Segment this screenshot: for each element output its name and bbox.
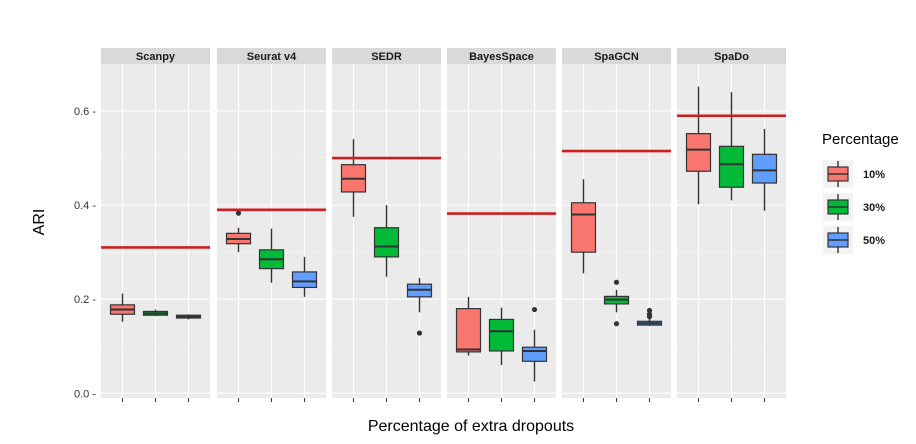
box-10pct bbox=[109, 293, 136, 322]
box-30pct bbox=[142, 309, 169, 317]
legend-key-30pct bbox=[823, 193, 853, 221]
outlier-point bbox=[646, 314, 653, 320]
facet-panel-spagcn: SpaGCN bbox=[562, 48, 671, 402]
legend-label: 10% bbox=[863, 169, 885, 181]
outlier-point bbox=[531, 306, 538, 313]
y-axis-title: ARI bbox=[31, 209, 48, 236]
legend: Percentage 10% 30% 50% bbox=[822, 131, 899, 254]
box-body bbox=[488, 318, 515, 352]
y-tick-label: 0.4 - bbox=[74, 200, 96, 212]
y-axis: 0.0 - 0.2 - 0.4 - 0.6 - bbox=[74, 106, 96, 400]
facet-strip bbox=[217, 48, 326, 64]
box-30pct bbox=[718, 92, 745, 201]
outlier-point bbox=[235, 210, 242, 216]
x-axis-title: Percentage of extra dropouts bbox=[368, 418, 574, 435]
box-30pct bbox=[373, 205, 400, 277]
y-tick-label: 0.6 - bbox=[74, 106, 96, 118]
box-body bbox=[373, 227, 400, 258]
box-body bbox=[291, 271, 318, 289]
legend-label: 50% bbox=[863, 235, 885, 247]
box-body bbox=[521, 346, 548, 362]
box-30pct bbox=[603, 279, 630, 327]
facet-strip bbox=[101, 48, 210, 64]
facet-strip-label: BayesSpace bbox=[469, 51, 534, 63]
outlier-point bbox=[416, 330, 423, 336]
box-50pct bbox=[636, 307, 663, 327]
box-50pct bbox=[521, 306, 548, 382]
outlier-point bbox=[613, 279, 620, 285]
legend-key-50pct bbox=[823, 226, 853, 254]
facet-strip-label: SpaGCN bbox=[594, 51, 639, 63]
facet-strip bbox=[677, 48, 786, 64]
facet-strip-label: Seurat v4 bbox=[247, 51, 297, 63]
box-30pct bbox=[488, 307, 515, 366]
box-10pct bbox=[340, 139, 367, 217]
box-50pct bbox=[406, 278, 433, 336]
box-50pct bbox=[291, 256, 318, 297]
outlier-point bbox=[613, 321, 620, 327]
legend-key-10pct bbox=[823, 160, 853, 188]
facet-panel-spado: SpaDo bbox=[677, 48, 786, 402]
box-30pct bbox=[258, 228, 285, 283]
box-10pct bbox=[225, 210, 252, 253]
box-body bbox=[751, 153, 778, 184]
facet-panels: Scanpy Seurat v4 SEDR BayesSpace SpaGCN SpaDo bbox=[101, 48, 786, 402]
box-10pct bbox=[685, 86, 712, 205]
box-50pct bbox=[175, 314, 202, 320]
box-50pct bbox=[751, 128, 778, 211]
facet-panel-scanpy: Scanpy bbox=[101, 48, 210, 402]
outlier-point bbox=[646, 307, 653, 314]
box-body bbox=[685, 133, 712, 172]
legend-title: Percentage bbox=[822, 131, 899, 148]
box-body bbox=[455, 308, 482, 353]
facet-panel-bayesspace: BayesSpace bbox=[447, 48, 556, 402]
facet-strip bbox=[562, 48, 671, 64]
box-body bbox=[718, 145, 745, 188]
facet-strip bbox=[447, 48, 556, 64]
facet-strip-label: SpaDo bbox=[714, 51, 749, 63]
box-body bbox=[570, 202, 597, 253]
box-10pct bbox=[455, 296, 482, 356]
facet-strip-label: SEDR bbox=[371, 51, 402, 63]
facet-strip bbox=[332, 48, 441, 64]
facet-panel-seurat-v4: Seurat v4 bbox=[217, 48, 326, 402]
y-tick-label: 0.0 - bbox=[74, 388, 96, 400]
facet-panel-sedr: SEDR bbox=[332, 48, 441, 402]
y-tick-label: 0.2 - bbox=[74, 294, 96, 306]
box-10pct bbox=[570, 179, 597, 274]
legend-label: 30% bbox=[863, 202, 885, 214]
facet-strip-label: Scanpy bbox=[136, 51, 176, 63]
